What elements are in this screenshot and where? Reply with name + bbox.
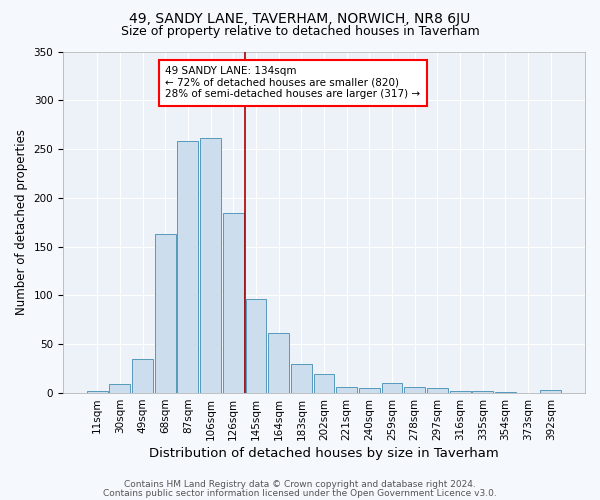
Bar <box>268 332 289 393</box>
Bar <box>359 388 380 393</box>
Text: 49, SANDY LANE, TAVERHAM, NORWICH, NR8 6JU: 49, SANDY LANE, TAVERHAM, NORWICH, NR8 6… <box>130 12 470 26</box>
Bar <box>449 391 470 393</box>
Text: Size of property relative to detached houses in Taverham: Size of property relative to detached ho… <box>121 25 479 38</box>
Bar <box>495 392 516 393</box>
Bar <box>200 138 221 393</box>
Y-axis label: Number of detached properties: Number of detached properties <box>15 130 28 316</box>
Bar <box>541 390 561 393</box>
Text: Contains HM Land Registry data © Crown copyright and database right 2024.: Contains HM Land Registry data © Crown c… <box>124 480 476 489</box>
Text: Contains public sector information licensed under the Open Government Licence v3: Contains public sector information licen… <box>103 489 497 498</box>
Bar <box>404 387 425 393</box>
X-axis label: Distribution of detached houses by size in Taverham: Distribution of detached houses by size … <box>149 447 499 460</box>
Bar <box>472 391 493 393</box>
Bar <box>109 384 130 393</box>
Bar <box>155 234 176 393</box>
Bar <box>178 142 199 393</box>
Bar <box>336 387 357 393</box>
Bar <box>87 391 107 393</box>
Bar <box>245 300 266 393</box>
Bar <box>132 359 153 393</box>
Text: 49 SANDY LANE: 134sqm
← 72% of detached houses are smaller (820)
28% of semi-det: 49 SANDY LANE: 134sqm ← 72% of detached … <box>165 66 421 100</box>
Bar <box>427 388 448 393</box>
Bar <box>223 212 244 393</box>
Bar <box>314 374 334 393</box>
Bar <box>382 384 403 393</box>
Bar <box>291 364 312 393</box>
